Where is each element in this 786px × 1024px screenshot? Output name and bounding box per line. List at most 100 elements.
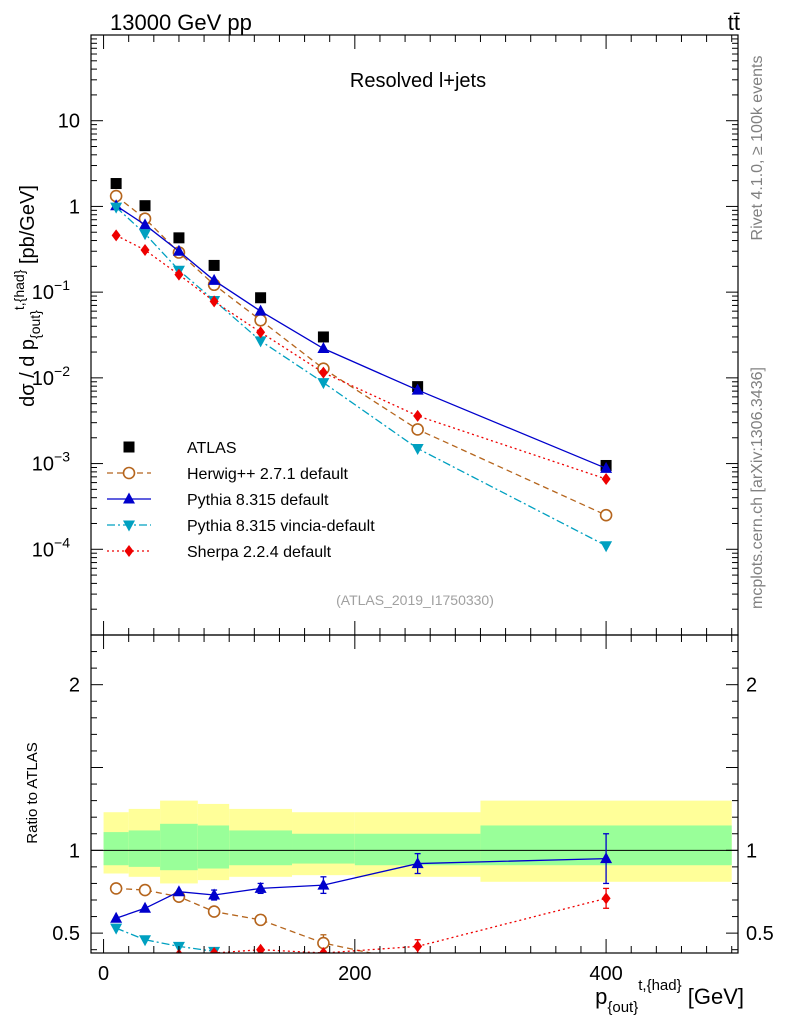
band-inner-bin <box>160 823 198 871</box>
rivet-version-label: Rivet 4.1.0, ≥ 100k events <box>749 56 766 241</box>
x-tick-label: 0 <box>98 963 109 985</box>
point-pythia-8-315-default <box>139 218 152 230</box>
main-y-tick-label: 10−1 <box>32 277 70 304</box>
point-atlas <box>208 259 220 271</box>
point-sherpa-2-2-4-default <box>111 229 121 242</box>
ratio-panel-series <box>109 833 613 991</box>
ratio-y-tick-label-left: 0.5 <box>52 923 80 945</box>
ratio-point-pythia-8-315-vincia-default <box>412 980 424 991</box>
point-pythia-8-315-vincia-default <box>317 378 330 390</box>
point-pythia-8-315-vincia-default <box>411 443 424 455</box>
point-pythia-8-315-vincia-default <box>254 336 267 348</box>
ratio-point-pythia-8-315-default <box>172 885 185 897</box>
legend-marker-herwig-2-7-1-default <box>122 466 136 480</box>
band-inner-bin <box>197 825 230 869</box>
legend-label-atlas: ATLAS <box>187 440 237 457</box>
band-inner-bin <box>229 830 293 866</box>
ratio-y-tick-label-left: 1 <box>69 840 80 862</box>
x-tick-label: 200 <box>338 963 371 985</box>
axes: 10 1 10−1 10−2 10−3 10−4 0 200 400 0.5 0.5 1 1 2 2 <box>32 34 774 985</box>
mcplots-source-label: mcplots.cern.ch [arXiv:1306.3436] <box>749 367 766 609</box>
point-sherpa-2-2-4-default <box>413 409 423 422</box>
ratio-point-sherpa-2-2-4-default <box>209 947 219 953</box>
ratio-point-pythia-8-315-default <box>600 852 613 864</box>
ratio-point-pythia-8-315-default <box>139 901 152 913</box>
process-label: tt̄ <box>728 10 740 35</box>
point-atlas <box>255 292 267 304</box>
point-pythia-8-315-vincia-default <box>139 229 152 241</box>
ratio-y-axis-title: Ratio to ATLAS <box>24 742 41 843</box>
legend-label-pythia-8-315-default: Pythia 8.315 default <box>187 492 329 509</box>
x-tick-label: 400 <box>589 963 622 985</box>
legend: ATLAS Herwig++ 2.7.1 default Pythia 8.315 … <box>107 440 375 561</box>
legend-label-pythia-8-315-vincia-default: Pythia 8.315 vincia-default <box>187 518 375 535</box>
point-pythia-8-315-vincia-default <box>600 541 613 553</box>
point-pythia-8-315-default <box>254 304 267 316</box>
legend-marker-sherpa-2-2-4-default <box>124 545 134 557</box>
point-pythia-8-315-default <box>411 383 424 395</box>
point-sherpa-2-2-4-default <box>256 326 266 339</box>
point-sherpa-2-2-4-default <box>318 366 328 379</box>
ratio-point-herwig-2-7-1-default <box>254 913 267 927</box>
ratio-point-sherpa-2-2-4-default <box>141 960 150 972</box>
energy-label: 13000 GeV pp <box>110 10 252 35</box>
ratio-point-pythia-8-315-default <box>254 881 267 893</box>
legend-marker-atlas <box>123 441 135 453</box>
point-atlas <box>317 331 329 343</box>
point-pythia-8-315-vincia-default <box>110 202 123 214</box>
ratio-point-herwig-2-7-1-default <box>109 882 123 895</box>
point-pythia-8-315-default <box>172 244 185 256</box>
point-pythia-8-315-default <box>600 461 613 473</box>
ratio-point-pythia-8-315-default <box>110 911 123 923</box>
point-sherpa-2-2-4-default <box>209 295 219 308</box>
main-y-tick-label: 1 <box>69 196 80 218</box>
ratio-line-pythia-8-315-vincia-default <box>115 927 223 953</box>
ratio-point-pythia-8-315-default <box>208 888 221 900</box>
point-sherpa-2-2-4-default <box>140 244 150 257</box>
ratio-point-sherpa-2-2-4-default <box>601 892 611 905</box>
main-y-tick-label: 10 <box>58 111 80 133</box>
legend-label-herwig-2-7-1-default: Herwig++ 2.7.1 default <box>187 466 349 483</box>
analysis-id-label: (ATLAS_2019_I1750330) <box>336 592 494 608</box>
ratio-panel-frame <box>90 634 739 954</box>
ratio-y-tick-label-right: 0.5 <box>746 923 774 945</box>
ratio-point-herwig-2-7-1-default <box>207 905 221 918</box>
series-line-herwig-2-7-1-default <box>115 195 607 516</box>
ratio-point-sherpa-2-2-4-default <box>413 940 423 953</box>
ratio-point-herwig-2-7-1-default <box>317 936 330 950</box>
legend-label-sherpa-2-2-4-default: Sherpa 2.2.4 default <box>187 544 332 561</box>
band-inner-bin <box>103 832 129 866</box>
ratio-point-herwig-2-7-1-default <box>138 883 152 897</box>
ratio-point-pythia-8-315-vincia-default <box>139 935 152 947</box>
series-line-pythia-8-315-vincia-default <box>115 206 607 547</box>
main-y-tick-label: 10−3 <box>32 449 70 476</box>
series-line-sherpa-2-2-4-default <box>115 234 607 480</box>
point-atlas <box>110 178 122 190</box>
ratio-point-pythia-8-315-vincia-default <box>255 960 267 971</box>
ratio-point-pythia-8-315-default <box>317 878 330 890</box>
x-axis-title: p{out}t,{had} [GeV] <box>595 977 744 1016</box>
band-inner-bin <box>128 830 161 867</box>
point-sherpa-2-2-4-default <box>601 473 611 486</box>
ratio-point-sherpa-2-2-4-default <box>256 943 266 953</box>
band-inner-bin <box>292 833 355 864</box>
legend-marker-pythia-8-315-vincia-default <box>123 520 135 532</box>
point-sherpa-2-2-4-default <box>174 268 184 281</box>
point-herwig-2-7-1-default <box>254 313 267 327</box>
ratio-point-pythia-8-315-vincia-default <box>110 923 123 935</box>
ratio-y-tick-label-left: 2 <box>69 675 80 697</box>
ratio-point-sherpa-2-2-4-default <box>112 969 121 981</box>
ratio-point-pythia-8-315-default <box>411 857 424 869</box>
ratio-y-tick-label-right: 2 <box>746 675 757 697</box>
point-atlas <box>173 232 185 244</box>
legend-marker-pythia-8-315-default <box>123 492 135 504</box>
ratio-point-pythia-8-315-vincia-default <box>317 963 329 974</box>
ratio-y-tick-label-right: 1 <box>746 840 757 862</box>
series-line-pythia-8-315-default <box>115 205 607 469</box>
main-panel-series <box>109 178 613 553</box>
point-herwig-2-7-1-default <box>411 423 424 436</box>
point-atlas <box>139 200 151 212</box>
point-pythia-8-315-default <box>317 342 330 354</box>
point-herwig-2-7-1-default <box>599 508 613 522</box>
